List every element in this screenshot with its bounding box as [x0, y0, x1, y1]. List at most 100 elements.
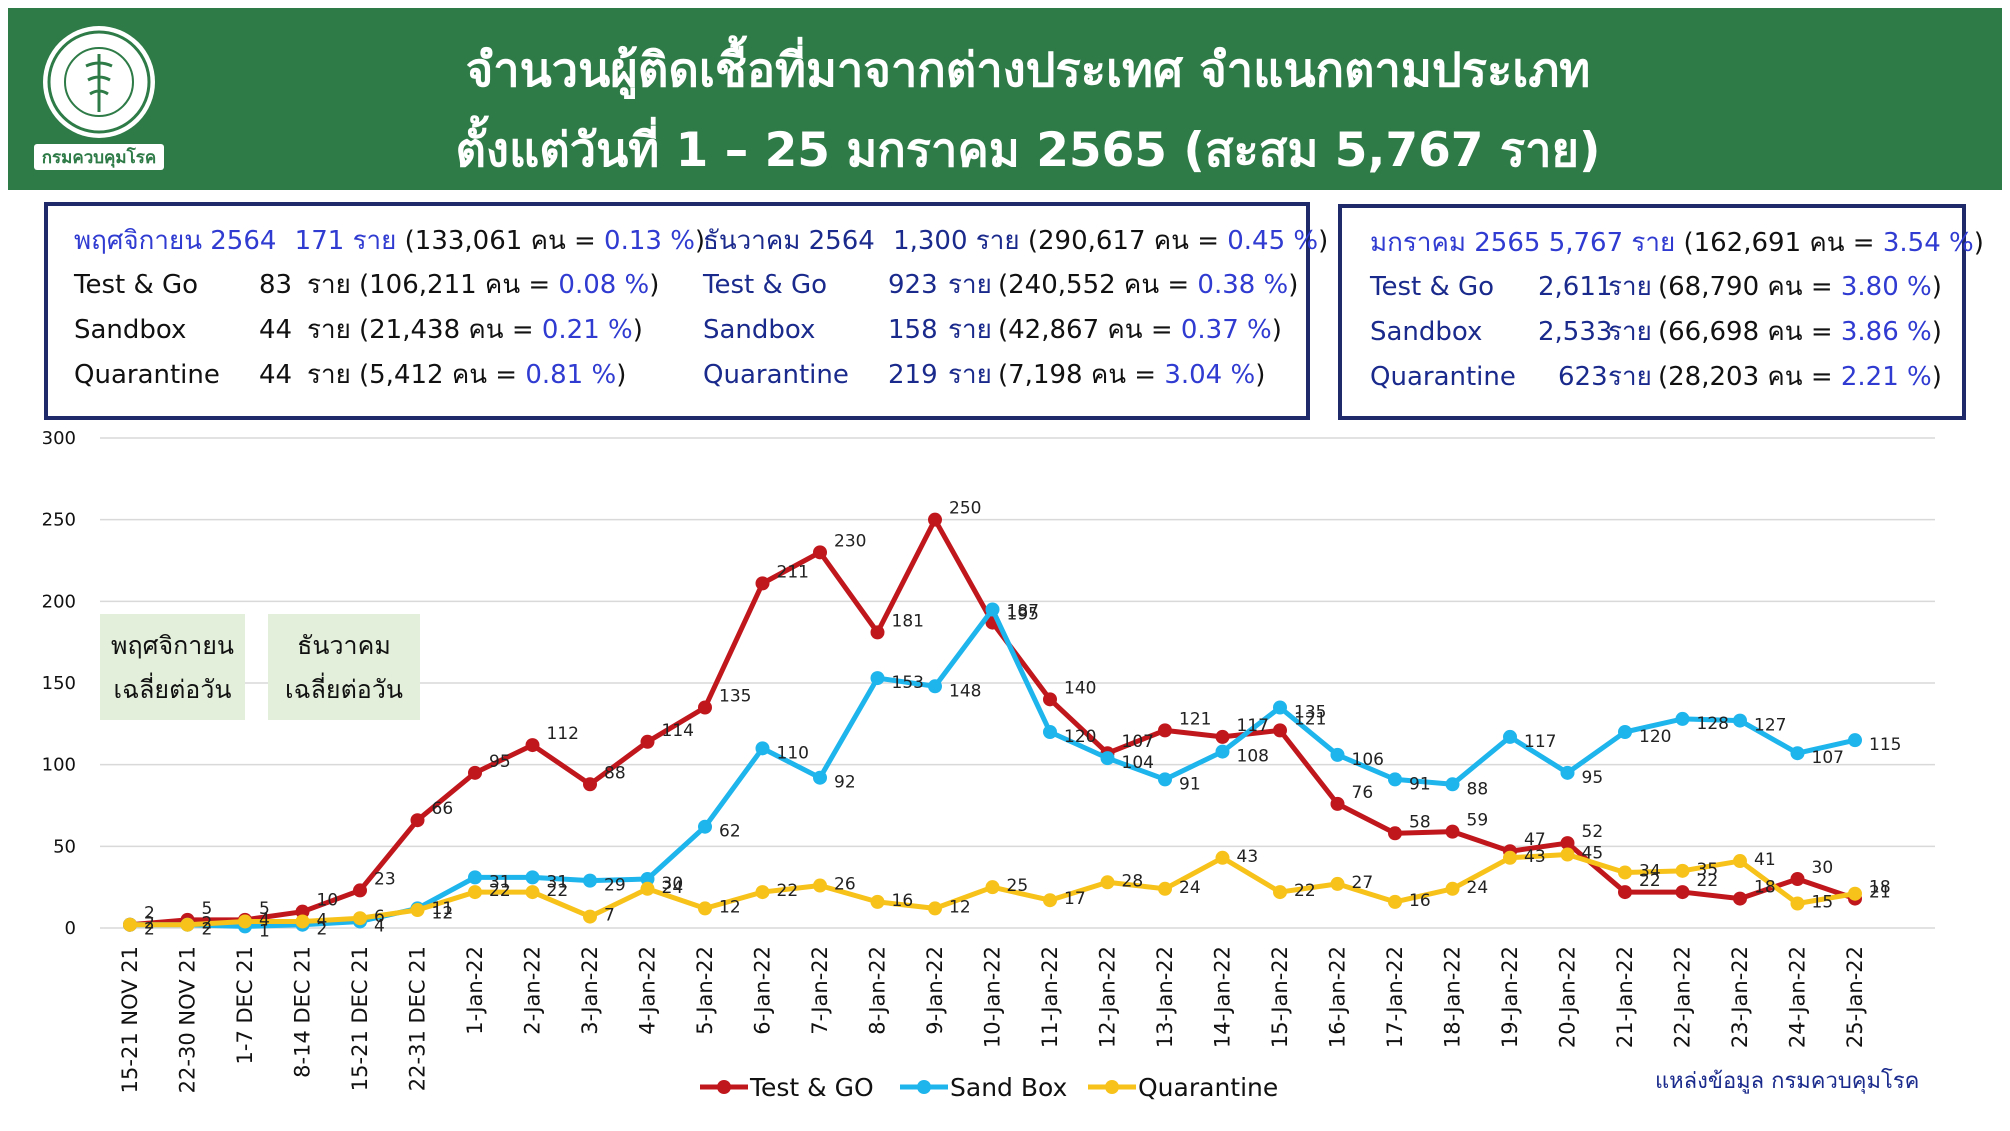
data-label: 128 [1697, 714, 1729, 734]
data-label: 31 [547, 872, 569, 892]
data-label: 106 [1352, 750, 1384, 770]
x-tick-label: 25-Jan-22 [1843, 946, 1867, 1048]
data-point [1388, 772, 1402, 787]
data-point [1043, 692, 1057, 707]
data-point [1330, 876, 1345, 891]
legend-swatch-marker [1105, 1080, 1119, 1094]
dec-quarantine-label: Quarantine [703, 360, 849, 390]
data-point [1445, 881, 1460, 896]
nov-testgo-detail: (106,211 คน = [359, 270, 559, 300]
data-point [813, 878, 827, 893]
nov-testgo-close: ) [649, 270, 660, 300]
data-label: 22 [1639, 871, 1661, 891]
x-tick-label: 9-Jan-22 [923, 946, 947, 1035]
jan-testgo-detail: (68,790 คน = [1658, 272, 1841, 302]
data-point [1100, 751, 1115, 766]
nov-sandbox-unit: ราย [307, 315, 351, 345]
data-label: 62 [719, 822, 741, 842]
data-point [1330, 747, 1345, 762]
nov-sandbox-pct: 0.21 % [541, 315, 633, 345]
jan-testgo-label: Test & Go [1370, 272, 1495, 302]
nov-quarantine-unit: ราย [307, 360, 351, 390]
data-point [1560, 847, 1575, 862]
legend-label: Test & GO [749, 1073, 874, 1102]
data-label: 35 [1697, 860, 1719, 880]
jan-total-pct: 3.54 % [1882, 228, 1974, 258]
nov-quarantine-detail: (5,412 คน = [359, 360, 526, 390]
dec-average-line1: ธันวาคม [297, 631, 391, 660]
x-tick-label: 8-Jan-22 [866, 946, 890, 1035]
data-point [1503, 850, 1517, 865]
jan-total: 5,767 ราย [1548, 228, 1676, 258]
data-point [928, 901, 942, 916]
x-tick-label: 15-Jan-22 [1268, 946, 1292, 1048]
x-tick-label: 16-Jan-22 [1326, 946, 1350, 1048]
legend-label: Sand Box [950, 1073, 1067, 1102]
data-label: 22 [489, 881, 511, 901]
data-label: 22 [1294, 881, 1316, 901]
x-tick-label: 22-31 DEC 21 [406, 946, 430, 1091]
data-label: 95 [1582, 768, 1604, 788]
data-point [468, 870, 482, 885]
data-point [1273, 885, 1287, 900]
nov-quarantine-row: Quarantine 44 ราย (5,412 คน = 0.81 %) [74, 354, 626, 395]
dec-sandbox-unit: ราย [948, 315, 992, 345]
data-point [1273, 700, 1287, 715]
data-label: 18 [1869, 878, 1891, 898]
dec-average-label-box: ธันวาคม เฉลี่ยต่อวัน [268, 614, 420, 720]
data-label: 95 [489, 752, 511, 772]
dec-testgo-count: 923 [888, 270, 938, 300]
nov-sandbox-detail: (21,438 คน = [359, 315, 542, 345]
data-label: 76 [1352, 783, 1374, 803]
data-point [468, 765, 482, 780]
data-point [985, 880, 1000, 895]
x-tick-label: 1-Jan-22 [463, 946, 487, 1035]
nov-title: พฤศจิกายน 2564 [74, 226, 277, 256]
x-tick-label: 8-14 DEC 21 [291, 946, 315, 1078]
data-point [1790, 872, 1805, 886]
data-point [1445, 777, 1460, 792]
dec-sandbox-detail: (42,867 คน = [998, 315, 1181, 345]
data-label: 17 [1064, 889, 1086, 909]
jan-total-detail: (162,691 คน = [1683, 228, 1883, 258]
data-label: 4 [374, 916, 385, 936]
data-point [295, 904, 310, 919]
legend-swatch-marker [717, 1080, 731, 1094]
nov-sandbox-row: Sandbox 44 ราย (21,438 คน = 0.21 %) [74, 309, 643, 350]
data-point [1560, 765, 1575, 780]
data-label: 18 [1754, 878, 1776, 898]
data-point [813, 770, 827, 785]
data-label: 52 [1582, 822, 1604, 842]
data-label: 1 [259, 921, 270, 941]
nov-quarantine-count: 44 [259, 360, 293, 390]
jan-total-row: มกราคม 2565 5,767 ราย (162,691 คน = 3.54… [1370, 222, 1984, 263]
data-point [698, 819, 712, 834]
dec-quarantine-row: Quarantine 219 ราย (7,198 คน = 3.04 %) [703, 354, 1265, 395]
nov-quarantine-close: ) [616, 360, 627, 390]
jan-total-close: ) [1973, 228, 1984, 258]
data-label: 34 [1639, 861, 1661, 881]
data-point [1675, 863, 1690, 878]
jan-sandbox-count: 2,533 [1538, 317, 1613, 347]
data-point [1043, 893, 1057, 908]
data-label: 127 [1754, 716, 1786, 736]
data-point [1330, 796, 1345, 811]
data-point [755, 741, 770, 756]
data-point [238, 914, 252, 929]
data-label: 112 [547, 724, 579, 744]
data-label: 12 [719, 897, 741, 917]
data-point [1733, 854, 1747, 869]
data-label: 11 [432, 899, 454, 919]
dec-testgo-detail: (240,552 คน = [998, 270, 1198, 300]
nov-testgo-count: 83 [259, 270, 293, 300]
data-label: 107 [1812, 748, 1844, 768]
jan-sandbox-row: Sandbox 2,533ราย (66,698 คน = 3.86 %) [1370, 311, 1942, 352]
data-label: 2 [317, 920, 328, 940]
data-label: 47 [1524, 830, 1546, 850]
data-label: 41 [1754, 850, 1776, 870]
data-point [410, 813, 425, 828]
data-label: 230 [834, 531, 866, 551]
data-label: 117 [1237, 716, 1269, 736]
data-label: 16 [1409, 891, 1431, 911]
data-label: 30 [662, 874, 684, 894]
